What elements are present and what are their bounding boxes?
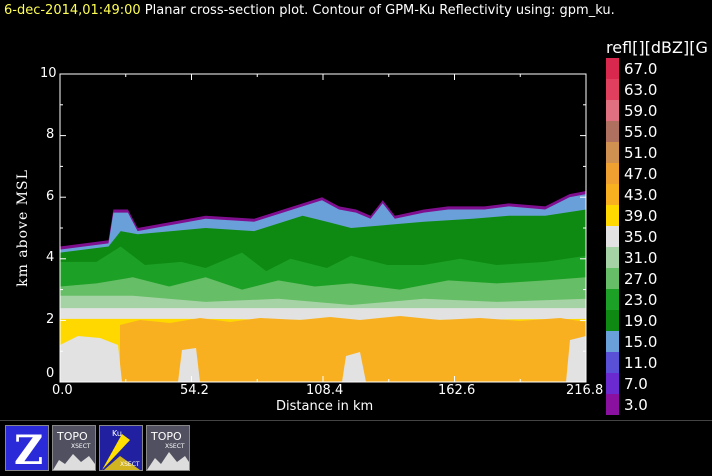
topo-mountain-icon: TOPO XSECT [53, 430, 95, 470]
x-tick-label: 108.4 [306, 383, 344, 398]
legend-value: 63.0 [624, 81, 658, 99]
legend-value: 55.0 [624, 123, 658, 141]
legend-value: 7.0 [624, 375, 648, 393]
legend-value: 31.0 [624, 249, 658, 267]
y-tick-label: 8 [46, 127, 55, 142]
legend-swatch [606, 100, 619, 121]
x-tick-label: 54.2 [180, 383, 209, 398]
legend-swatch [606, 163, 619, 184]
ku-label: Ku [112, 429, 122, 438]
legend-swatch [606, 352, 619, 373]
legend-swatch [606, 373, 619, 394]
plot-title: 6-dec-2014,01:49:00 Planar cross-section… [4, 3, 615, 18]
legend-value: 15.0 [624, 333, 658, 351]
topo-label: TOPO [150, 430, 182, 443]
legend-swatch [606, 226, 619, 247]
legend-value: 47.0 [624, 165, 658, 183]
legend-swatch [606, 184, 619, 205]
legend-entry: 47.0 [606, 163, 706, 184]
gpm-satellite-icon: Ku XSECT [102, 429, 140, 470]
legend-value: 43.0 [624, 186, 658, 204]
title-timestamp: 6-dec-2014,01:49:00 [4, 3, 141, 18]
legend-swatch [606, 121, 619, 142]
low-reflectivity-patch [60, 336, 122, 382]
legend-entry: 55.0 [606, 121, 706, 142]
y-tick-label: 10 [40, 66, 57, 81]
legend-entry: 11.0 [606, 352, 706, 373]
x-tick-label: 216.8 [566, 383, 604, 398]
core-blobs [60, 316, 586, 382]
low-reflectivity-patch [178, 348, 200, 382]
legend-value: 19.0 [624, 312, 658, 330]
y-axis-label: km above MSL [14, 169, 31, 287]
legend-entry: 27.0 [606, 268, 706, 289]
x-tick-label: 0.0 [52, 383, 73, 398]
legend-swatch [606, 268, 619, 289]
zebra-logo-button[interactable]: Z [5, 425, 49, 474]
legend-swatch [606, 142, 619, 163]
x-tick-label: 162.6 [438, 383, 476, 398]
legend-swatch [606, 247, 619, 268]
legend-swatch [606, 58, 619, 79]
legend-value: 11.0 [624, 354, 658, 372]
legend-swatch [606, 289, 619, 310]
low-reflectivity-patch [342, 352, 366, 382]
svg-text:Z: Z [14, 427, 43, 470]
x-axis-label: Distance in km [276, 399, 374, 414]
ku-xsect-label: XSECT [120, 461, 140, 468]
legend-entry: 67.0 [606, 58, 706, 79]
topo-mountain-icon: TOPO XSECT [147, 430, 189, 470]
topo-label: TOPO [56, 430, 88, 443]
y-tick-label: 2 [46, 312, 55, 327]
legend-value: 51.0 [624, 144, 658, 162]
legend-entry: 23.0 [606, 289, 706, 310]
legend-value: 27.0 [624, 270, 658, 288]
low-reflectivity-patch [566, 336, 586, 382]
legend-swatch [606, 310, 619, 331]
legend-entry: 31.0 [606, 247, 706, 268]
legend-title: refl[][dBZ][G [606, 38, 708, 57]
axis-ticks [59, 73, 587, 383]
legend-value: 23.0 [624, 291, 658, 309]
footer-divider [0, 420, 712, 421]
legend-value: 3.0 [624, 396, 648, 414]
title-description: Planar cross-section plot. Contour of GP… [144, 3, 615, 18]
xsect-label: XSECT [71, 443, 91, 450]
legend-entry: 63.0 [606, 79, 706, 100]
legend-swatch [606, 79, 619, 100]
legend-value: 39.0 [624, 207, 658, 225]
topo-xsect-button-2[interactable]: TOPO XSECT [146, 425, 190, 471]
legend-swatch [606, 331, 619, 352]
xsect-label: XSECT [165, 443, 185, 450]
legend-entry: 59.0 [606, 100, 706, 121]
legend-entry: 43.0 [606, 184, 706, 205]
legend-entry: 3.0 [606, 394, 706, 415]
legend-value: 35.0 [624, 228, 658, 246]
legend-entry: 35.0 [606, 226, 706, 247]
legend-value: 59.0 [624, 102, 658, 120]
legend-swatch [606, 205, 619, 226]
legend-entry: 19.0 [606, 310, 706, 331]
y-tick-label: 4 [46, 250, 55, 265]
zebra-z-icon: Z [14, 427, 43, 474]
legend-entry: 7.0 [606, 373, 706, 394]
ku-gpm-xsect-button[interactable]: Ku XSECT [99, 425, 143, 471]
topo-xsect-button-1[interactable]: TOPO XSECT [52, 425, 96, 471]
legend-entry: 39.0 [606, 205, 706, 226]
y-tick-label: 0 [46, 366, 55, 381]
legend-swatch [606, 394, 619, 415]
reflectivity-core-43 [120, 316, 586, 382]
y-tick-label: 6 [46, 189, 55, 204]
legend-entry: 15.0 [606, 331, 706, 352]
legend-entry: 51.0 [606, 142, 706, 163]
legend-value: 67.0 [624, 60, 658, 78]
